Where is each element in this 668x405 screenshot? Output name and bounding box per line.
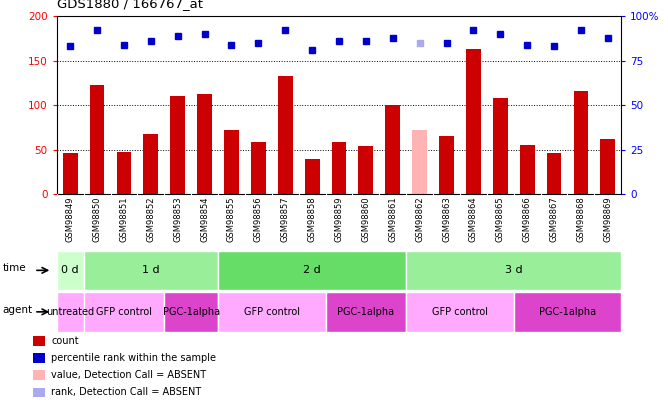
Bar xyxy=(278,76,293,194)
Bar xyxy=(406,251,621,290)
Text: GSM98864: GSM98864 xyxy=(469,196,478,242)
Bar xyxy=(466,49,481,194)
Text: rank, Detection Call = ABSENT: rank, Detection Call = ABSENT xyxy=(51,387,202,397)
Text: GSM98865: GSM98865 xyxy=(496,196,505,242)
Text: PGC-1alpha: PGC-1alpha xyxy=(162,307,220,317)
Text: GSM98852: GSM98852 xyxy=(146,196,156,241)
Text: GSM98849: GSM98849 xyxy=(65,196,75,241)
Text: GSM98859: GSM98859 xyxy=(335,196,343,241)
Text: GSM98866: GSM98866 xyxy=(522,196,532,242)
Text: GSM98851: GSM98851 xyxy=(120,196,128,241)
Bar xyxy=(197,94,212,194)
Text: GSM98853: GSM98853 xyxy=(173,196,182,242)
Bar xyxy=(33,353,45,363)
Bar xyxy=(170,96,185,194)
Bar xyxy=(117,151,132,194)
Text: GSM98869: GSM98869 xyxy=(603,196,613,242)
Text: GDS1880 / 166767_at: GDS1880 / 166767_at xyxy=(57,0,203,10)
Text: GSM98855: GSM98855 xyxy=(227,196,236,241)
Text: GSM98863: GSM98863 xyxy=(442,196,451,242)
Bar xyxy=(406,292,514,332)
Bar xyxy=(90,85,104,194)
Bar xyxy=(33,388,45,397)
Text: GSM98862: GSM98862 xyxy=(415,196,424,242)
Text: PGC-1alpha: PGC-1alpha xyxy=(539,307,596,317)
Text: untreated: untreated xyxy=(46,307,94,317)
Bar xyxy=(57,292,84,332)
Bar xyxy=(218,251,406,290)
Text: GSM98850: GSM98850 xyxy=(93,196,102,241)
Text: percentile rank within the sample: percentile rank within the sample xyxy=(51,353,216,363)
Text: value, Detection Call = ABSENT: value, Detection Call = ABSENT xyxy=(51,370,206,380)
Bar xyxy=(439,136,454,194)
Bar xyxy=(33,370,45,380)
Text: 1 d: 1 d xyxy=(142,265,160,275)
Text: GSM98861: GSM98861 xyxy=(388,196,397,242)
Bar xyxy=(325,292,406,332)
Text: GFP control: GFP control xyxy=(244,307,300,317)
Text: GSM98868: GSM98868 xyxy=(576,196,585,242)
Bar xyxy=(164,292,218,332)
Bar xyxy=(57,251,84,290)
Text: GSM98854: GSM98854 xyxy=(200,196,209,241)
Text: count: count xyxy=(51,336,79,346)
Text: 3 d: 3 d xyxy=(505,265,522,275)
Text: GFP control: GFP control xyxy=(96,307,152,317)
Bar xyxy=(305,159,319,194)
Text: GSM98857: GSM98857 xyxy=(281,196,290,242)
Text: PGC-1alpha: PGC-1alpha xyxy=(337,307,394,317)
Bar xyxy=(574,91,589,194)
Text: GSM98858: GSM98858 xyxy=(308,196,317,242)
Bar xyxy=(63,153,77,194)
Text: 2 d: 2 d xyxy=(303,265,321,275)
Bar xyxy=(412,130,427,194)
Bar xyxy=(385,105,400,194)
Bar xyxy=(251,142,266,194)
Text: 0 d: 0 d xyxy=(61,265,79,275)
Text: time: time xyxy=(3,263,27,273)
Bar xyxy=(144,134,158,194)
Bar xyxy=(546,153,561,194)
Text: GSM98860: GSM98860 xyxy=(361,196,370,242)
Bar xyxy=(601,139,615,194)
Bar xyxy=(514,292,621,332)
Text: GSM98856: GSM98856 xyxy=(254,196,263,242)
Bar xyxy=(224,130,239,194)
Text: agent: agent xyxy=(3,305,33,315)
Bar xyxy=(218,292,325,332)
Text: GSM98867: GSM98867 xyxy=(550,196,558,242)
Text: GFP control: GFP control xyxy=(432,307,488,317)
Bar xyxy=(493,98,508,194)
Bar xyxy=(33,336,45,345)
Bar xyxy=(331,142,347,194)
Bar xyxy=(84,251,218,290)
Bar xyxy=(84,292,164,332)
Bar xyxy=(359,146,373,194)
Bar xyxy=(520,145,534,194)
